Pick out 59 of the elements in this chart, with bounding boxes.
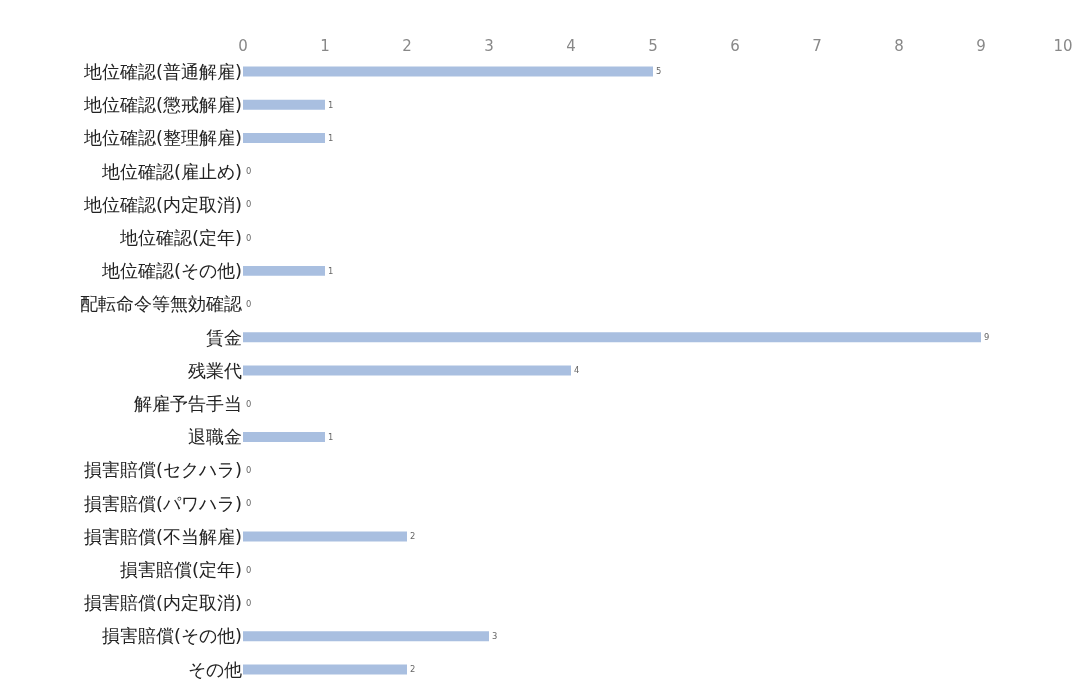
x-tick-label: 7 [812, 37, 822, 55]
x-tick-label: 3 [484, 37, 494, 55]
y-tick-label: 残業代 [188, 359, 242, 381]
y-tick-label: 地位確認(普通解雇) [82, 60, 242, 82]
x-tick-label: 5 [648, 37, 658, 55]
data-label: 1 [328, 99, 334, 110]
data-label: 0 [246, 597, 252, 608]
data-label: 0 [246, 232, 252, 243]
y-tick-label: 退職金 [188, 426, 242, 448]
y-tick-label: 配転命令等無効確認 [80, 293, 242, 315]
x-tick-label: 2 [402, 37, 412, 55]
data-label: 0 [246, 564, 252, 575]
data-label: 2 [410, 531, 416, 542]
data-label: 0 [246, 199, 252, 210]
data-label: 5 [656, 66, 662, 77]
y-tick-label: 損害賠償(不当解雇) [83, 525, 242, 547]
bar [243, 99, 325, 110]
bar [243, 332, 981, 343]
bar [243, 531, 407, 542]
bar [243, 664, 407, 675]
data-label: 9 [984, 332, 990, 343]
x-tick-label: 1 [320, 37, 330, 55]
data-label: 2 [410, 664, 416, 675]
bar [243, 265, 325, 276]
data-label: 1 [328, 431, 334, 442]
data-label: 0 [246, 398, 252, 409]
bar [243, 431, 325, 442]
y-tick-label: 賃金 [206, 326, 242, 348]
y-tick-label: 地位確認(定年) [118, 226, 242, 248]
y-tick-label: 地位確認(内定取消) [82, 193, 242, 215]
x-tick-label: 10 [1053, 37, 1073, 55]
y-tick-label: 解雇予告手当 [134, 393, 242, 415]
x-tick-label: 8 [894, 37, 904, 55]
y-tick-label: 損害賠償(内定取消) [83, 592, 242, 614]
y-tick-label: 損害賠償(パワハラ) [83, 492, 242, 514]
data-label: 4 [574, 365, 580, 376]
data-label: 0 [246, 465, 252, 476]
data-label: 1 [328, 132, 334, 143]
data-label: 3 [492, 631, 498, 642]
y-tick-label: 地位確認(その他) [100, 260, 242, 282]
data-label: 0 [246, 498, 252, 509]
y-tick-label: 地位確認(整理解雇) [82, 127, 242, 149]
x-tick-label: 6 [730, 37, 740, 55]
bar [243, 66, 653, 77]
data-label: 0 [246, 298, 252, 309]
data-label: 0 [246, 166, 252, 177]
y-tick-label: 損害賠償(定年) [119, 559, 242, 581]
x-tick-label: 0 [238, 37, 248, 55]
data-label: 1 [328, 265, 334, 276]
y-tick-label: 地位確認(雇止め) [100, 160, 242, 182]
x-tick-label: 9 [976, 37, 986, 55]
bar [243, 133, 325, 144]
y-tick-label: 損害賠償(その他) [101, 625, 242, 647]
y-tick-label: その他 [188, 658, 242, 680]
y-tick-label: 地位確認(懲戒解雇) [82, 94, 242, 116]
bar [243, 365, 571, 376]
y-tick-label: 損害賠償(セクハラ) [83, 459, 242, 481]
x-tick-label: 4 [566, 37, 576, 55]
bar [243, 631, 489, 642]
